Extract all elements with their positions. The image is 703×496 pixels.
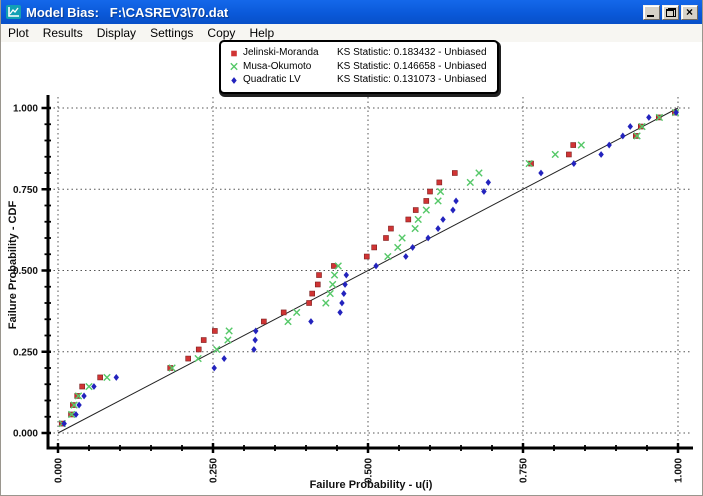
legend-ks-statistic: KS Statistic: 0.131073 - Unbiased: [337, 74, 487, 85]
window-controls: ×: [643, 4, 698, 20]
svg-text:0.000: 0.000: [54, 458, 65, 483]
x-axis-tick-labels: 0.000 0.250 0.500 0.750 1.000: [54, 458, 685, 483]
y-axis-tick-labels: 0.000 0.250 0.500 0.750 1.000: [13, 104, 38, 440]
legend: Jelinski-Moranda KS Statistic: 0.183432 …: [219, 40, 499, 94]
minimize-icon: [647, 14, 654, 17]
svg-text:0.250: 0.250: [13, 347, 38, 358]
legend-series-name: Quadratic LV: [243, 74, 301, 85]
legend-series-name: Jelinski-Moranda: [243, 47, 319, 58]
menu-item-results[interactable]: Results: [42, 26, 83, 40]
legend-row: Jelinski-Moranda KS Statistic: 0.183432 …: [228, 46, 487, 60]
restore-button[interactable]: [662, 4, 679, 20]
chart-panel: 0.000 0.250 0.500 0.750 1.000 0.000 0.250 0.500…: [1, 40, 702, 495]
menu-item-plot[interactable]: Plot: [8, 26, 29, 40]
svg-text:0.500: 0.500: [13, 266, 38, 277]
series-quadratic-lv: [61, 109, 679, 427]
svg-text:0.750: 0.750: [519, 458, 530, 483]
legend-row: Musa-Okumoto KS Statistic: 0.146658 - Un…: [228, 60, 487, 74]
menu-item-settings[interactable]: Settings: [150, 26, 194, 40]
legend-marker-x-icon: [228, 61, 240, 71]
axes: [41, 95, 693, 453]
minimize-button[interactable]: [643, 4, 660, 20]
x-axis-title: Failure Probability - u(i): [309, 479, 433, 491]
window-title: Model Bias: F:\CASREV3\70.dat: [26, 4, 229, 20]
menu-bar: Plot Results Display Settings Copy Help: [1, 24, 702, 42]
menu-item-help[interactable]: Help: [249, 26, 275, 40]
legend-marker-diamond-icon: [228, 75, 240, 85]
svg-text:0.000: 0.000: [13, 429, 38, 440]
legend-marker-square-icon: [228, 48, 240, 58]
svg-text:1.000: 1.000: [674, 458, 685, 483]
svg-text:0.750: 0.750: [13, 185, 38, 196]
y-axis-title: Failure Probability - CDF: [7, 200, 19, 330]
restore-icon: [666, 7, 676, 17]
close-icon: ×: [685, 4, 693, 19]
model-bias-chart-icon: [6, 4, 22, 20]
plot-area: 0.000 0.250 0.500 0.750 1.000 0.000 0.250 0.500…: [13, 95, 693, 483]
menu-item-display[interactable]: Display: [96, 26, 137, 40]
close-button[interactable]: ×: [681, 4, 698, 20]
legend-ks-statistic: KS Statistic: 0.146658 - Unbiased: [337, 60, 487, 72]
legend-series-name: Musa-Okumoto: [243, 60, 312, 72]
svg-text:0.500: 0.500: [364, 458, 375, 483]
legend-ks-statistic: KS Statistic: 0.183432 - Unbiased: [337, 47, 487, 58]
legend-row: Quadratic LV KS Statistic: 0.131073 - Un…: [228, 73, 487, 87]
menu-item-copy[interactable]: Copy: [207, 26, 236, 40]
title-bar: Model Bias: F:\CASREV3\70.dat ×: [1, 0, 702, 24]
series-musa-okumoto: [58, 108, 680, 428]
svg-text:1.000: 1.000: [13, 104, 38, 115]
svg-text:0.250: 0.250: [209, 458, 220, 483]
gridlines: [49, 97, 692, 447]
